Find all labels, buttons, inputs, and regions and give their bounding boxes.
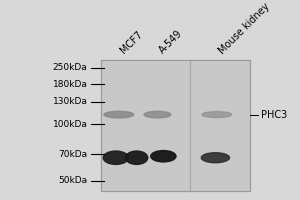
Text: Mouse kidney: Mouse kidney [217, 1, 272, 56]
Bar [101, 60, 250, 191]
Text: 50kDa: 50kDa [58, 176, 88, 185]
Ellipse shape [104, 111, 134, 118]
Ellipse shape [201, 153, 230, 163]
Bar [101, 60, 250, 191]
Text: 130kDa: 130kDa [53, 97, 88, 106]
Text: 70kDa: 70kDa [58, 150, 88, 159]
Text: 180kDa: 180kDa [53, 80, 88, 89]
Text: PHC3: PHC3 [262, 110, 288, 120]
Text: A-549: A-549 [158, 29, 184, 56]
Ellipse shape [151, 151, 176, 162]
Text: 250kDa: 250kDa [53, 63, 88, 72]
Ellipse shape [103, 151, 128, 164]
Ellipse shape [144, 111, 171, 118]
Ellipse shape [202, 112, 232, 118]
Ellipse shape [125, 151, 148, 164]
Text: MCF7: MCF7 [119, 30, 145, 56]
Text: 100kDa: 100kDa [53, 120, 88, 129]
